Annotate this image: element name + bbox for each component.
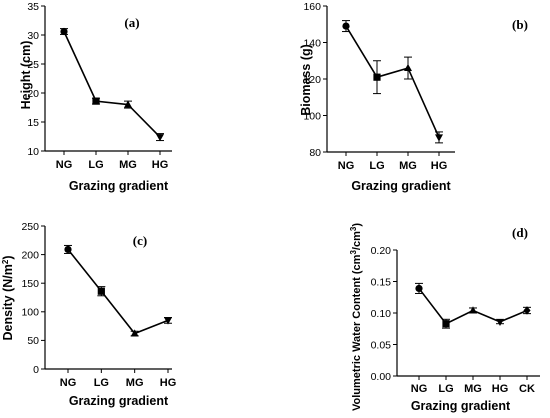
data-point-mg [469, 306, 477, 314]
data-point-lg [92, 97, 100, 105]
data-point-lg [442, 320, 450, 328]
data-point-mg [124, 100, 132, 108]
data-point-hg [496, 318, 504, 327]
y-tick-label: 0.00 [371, 371, 392, 383]
data-point-mg [404, 63, 412, 72]
y-tick-label: 160 [303, 1, 321, 13]
x-tick-label-mg: MG [119, 159, 137, 171]
y-tick-label: 35 [27, 1, 39, 13]
y-tick-label: 50 [27, 335, 39, 347]
y-tick-label: 100 [303, 110, 321, 122]
data-point-mg [130, 329, 139, 337]
y-tick-label: 25 [27, 59, 39, 71]
y-tick-label: 0.05 [371, 339, 392, 351]
y-tick-label: 150 [21, 278, 39, 290]
y-tick-label: 15 [27, 117, 39, 129]
data-point-ck [523, 306, 531, 315]
y-tick-label: 0.10 [371, 308, 392, 320]
x-tick-label-lg: LG [438, 383, 453, 395]
x-tick-label-lg: LG [369, 160, 384, 172]
x-tick-label-ng: NG [411, 383, 428, 395]
x-tick-label-hg: HG [152, 159, 169, 171]
y-axis-title: Height (cm) [19, 41, 33, 110]
y-tick-label: 30 [27, 30, 39, 42]
y-tick-label: 0.15 [371, 276, 392, 288]
y-axis-title: Volumetric Water Content (cm3/cm3) [349, 223, 364, 411]
x-tick-label-lg: LG [94, 377, 109, 389]
x-tick-label-hg: HG [431, 160, 448, 172]
x-tick-label-hg: HG [492, 383, 509, 395]
y-tick-label: 10 [27, 146, 39, 158]
y-tick-label: 250 [21, 221, 39, 233]
y-tick-label: 200 [21, 249, 39, 261]
panel-a: 10 15 20 25 30 35 NG LG MG HG (a) Grazing gradient H… [19, 1, 172, 193]
data-point-ng [342, 22, 350, 30]
data-point-hg [164, 317, 172, 325]
series-line [345, 25, 440, 138]
data-point-lg [373, 73, 381, 81]
x-axis-title: Grazing gradient [69, 179, 169, 193]
data-point-ng [415, 284, 423, 293]
x-tick-label-mg: MG [464, 383, 482, 395]
series-line [67, 248, 169, 335]
panel-d: 0.00 0.05 0.10 0.15 0.20 NG LG MG HG CK (d) Grazing… [349, 223, 540, 413]
x-tick-label-lg: LG [88, 159, 103, 171]
data-point-hg [435, 134, 443, 142]
y-tick-label: 80 [309, 147, 321, 159]
series-line [418, 287, 528, 325]
y-tick-label: 100 [21, 307, 39, 319]
data-point-ng [64, 245, 72, 254]
y-tick-label: 120 [303, 74, 321, 86]
x-axis-title: Grazing gradient [69, 394, 169, 408]
y-tick-label: 140 [303, 37, 321, 49]
data-point-lg [97, 287, 105, 295]
x-tick-label-ng: NG [338, 160, 355, 172]
y-tick-label: 0.20 [371, 245, 392, 257]
y-tick-label: 0 [33, 364, 39, 376]
x-tick-label-mg: MG [399, 160, 417, 172]
x-tick-label-ck: CK [519, 383, 535, 395]
x-tick-label-hg: HG [160, 377, 177, 389]
y-axis-title: Density (N/m2) [1, 255, 16, 340]
y-axis-title: Biomass (g) [299, 44, 313, 116]
x-axis-title: Grazing gradient [351, 179, 451, 193]
x-axis-title: Grazing gradient [411, 399, 511, 413]
panel-b: 80 100 120 140 160 NG LG MG HG (b) Grazing gradien… [299, 1, 528, 193]
panel-title: (d) [512, 225, 528, 240]
series-line [63, 31, 161, 138]
x-tick-label-ng: NG [60, 377, 77, 389]
x-tick-label-mg: MG [126, 377, 144, 389]
panel-c: 0 50 100 150 200 250 NG LG MG HG (c) Grazing gradie… [1, 221, 177, 408]
x-tick-label-ng: NG [56, 159, 73, 171]
panel-title: (c) [133, 233, 147, 248]
panel-title: (a) [124, 15, 139, 30]
data-point-hg [156, 134, 164, 142]
panel-title: (b) [512, 17, 528, 32]
y-tick-label: 20 [27, 88, 39, 100]
data-point-ng [60, 27, 68, 36]
